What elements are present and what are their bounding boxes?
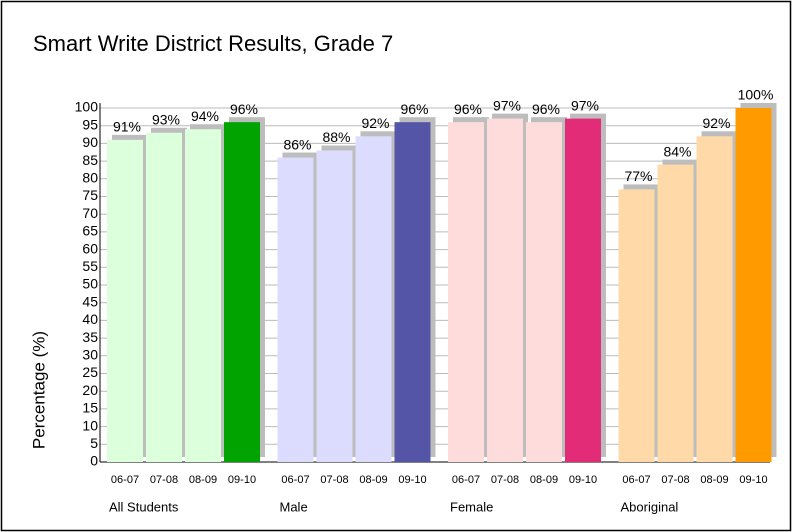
value-label: 84% <box>663 143 691 159</box>
bar <box>355 136 392 462</box>
value-label: 93% <box>152 111 180 127</box>
y-tick-label: 50 <box>82 276 98 292</box>
x-tick-label: 06-07 <box>622 474 650 486</box>
y-tick-label: 35 <box>82 329 98 345</box>
y-tick-label: 55 <box>82 258 98 274</box>
bar <box>487 118 523 463</box>
bar <box>735 108 772 462</box>
y-tick-label: 0 <box>90 453 98 469</box>
group-label: Aboriginal <box>621 499 679 514</box>
y-tick-label: 40 <box>82 311 98 327</box>
value-label: 96% <box>400 101 428 117</box>
y-tick-label: 45 <box>82 293 98 309</box>
value-label: 96% <box>454 101 482 117</box>
y-tick-label: 65 <box>82 223 98 239</box>
chart-title: Smart Write District Results, Grade 7 <box>33 31 393 56</box>
group-label: Male <box>280 499 308 514</box>
value-label: 88% <box>322 129 350 145</box>
bar <box>394 122 431 462</box>
y-tick-label: 70 <box>82 205 98 221</box>
x-tick-label: 08-09 <box>359 474 387 486</box>
y-tick-label: 15 <box>82 400 98 416</box>
x-tick-label: 07-08 <box>150 474 178 486</box>
bar <box>526 122 562 462</box>
bar <box>565 118 601 463</box>
x-tick-label: 06-07 <box>111 474 139 486</box>
bar <box>277 157 314 462</box>
x-tick-label: 07-08 <box>320 474 348 486</box>
bar <box>696 136 733 462</box>
bar <box>618 189 655 463</box>
x-tick-label: 09-10 <box>739 474 767 486</box>
bar <box>224 122 260 462</box>
value-label: 96% <box>230 101 258 117</box>
x-tick-label: 09-10 <box>398 474 426 486</box>
value-label: 94% <box>191 108 219 124</box>
value-label: 77% <box>624 168 652 184</box>
bar <box>316 150 353 463</box>
y-tick-label: 100 <box>75 99 99 115</box>
bar <box>146 132 182 462</box>
x-tick-label: 08-09 <box>189 474 217 486</box>
x-tick-label: 07-08 <box>661 474 689 486</box>
x-tick-label: 06-07 <box>452 474 480 486</box>
value-label: 96% <box>532 101 560 117</box>
value-label: 100% <box>738 87 774 103</box>
y-tick-label: 60 <box>82 240 98 256</box>
x-tick-label: 09-10 <box>228 474 256 486</box>
bar <box>657 164 694 462</box>
value-label: 97% <box>571 97 599 113</box>
group-label: All Students <box>109 499 179 514</box>
group-label: Female <box>450 499 493 514</box>
x-tick-label: 07-08 <box>491 474 519 486</box>
value-label: 92% <box>702 115 730 131</box>
value-label: 86% <box>283 136 311 152</box>
y-tick-label: 5 <box>90 435 98 451</box>
bar <box>448 122 484 462</box>
value-label: 92% <box>361 115 389 131</box>
y-tick-label: 75 <box>82 187 98 203</box>
value-label: 91% <box>113 119 141 135</box>
y-tick-label: 30 <box>82 347 98 363</box>
y-tick-label: 10 <box>82 417 98 433</box>
x-tick-label: 08-09 <box>530 474 558 486</box>
x-tick-label: 06-07 <box>281 474 309 486</box>
bar <box>185 129 221 463</box>
y-axis-label: Percentage (%) <box>29 331 48 449</box>
x-tick-label: 09-10 <box>569 474 597 486</box>
y-tick-label: 85 <box>82 152 98 168</box>
y-tick-label: 20 <box>82 382 98 398</box>
bar <box>107 139 143 463</box>
y-tick-label: 80 <box>82 170 98 186</box>
y-tick-label: 25 <box>82 364 98 380</box>
x-tick-label: 08-09 <box>700 474 728 486</box>
value-label: 97% <box>493 97 521 113</box>
y-tick-label: 95 <box>82 116 98 132</box>
y-tick-label: 90 <box>82 134 98 150</box>
